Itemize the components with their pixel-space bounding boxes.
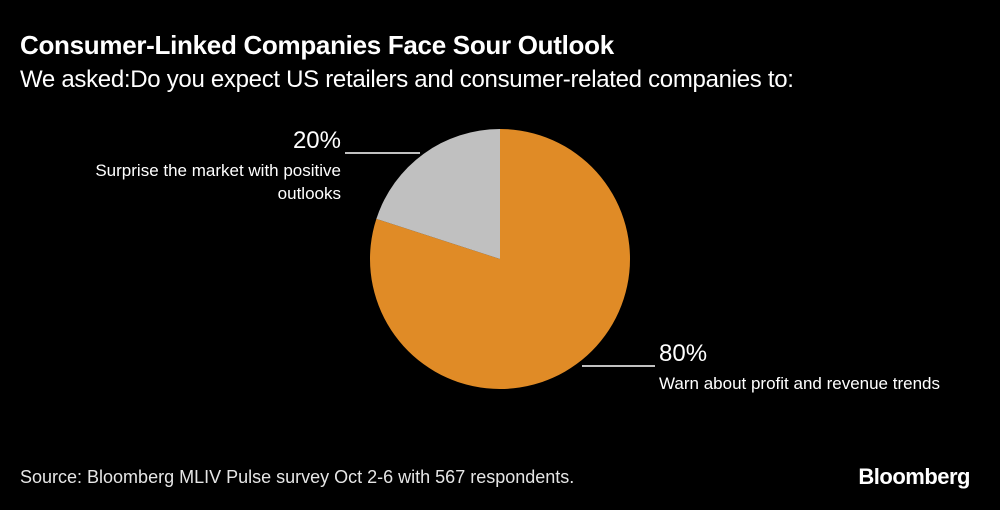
chart-title: Consumer-Linked Companies Face Sour Outl… [20,30,614,60]
slice-label-warn: Warn about profit and revenue trends [659,374,940,393]
bloomberg-logo: Bloomberg [858,464,970,489]
pie-slice-surprise [376,129,500,259]
source-note: Source: Bloomberg MLIV Pulse survey Oct … [20,467,575,487]
slice-label-surprise: Surprise the market with positive outloo… [95,161,341,203]
chart-subtitle: We asked:Do you expect US retailers and … [20,66,794,93]
slice-value-surprise: 20% [292,127,341,154]
slice-value-warn: 80% [659,340,708,367]
